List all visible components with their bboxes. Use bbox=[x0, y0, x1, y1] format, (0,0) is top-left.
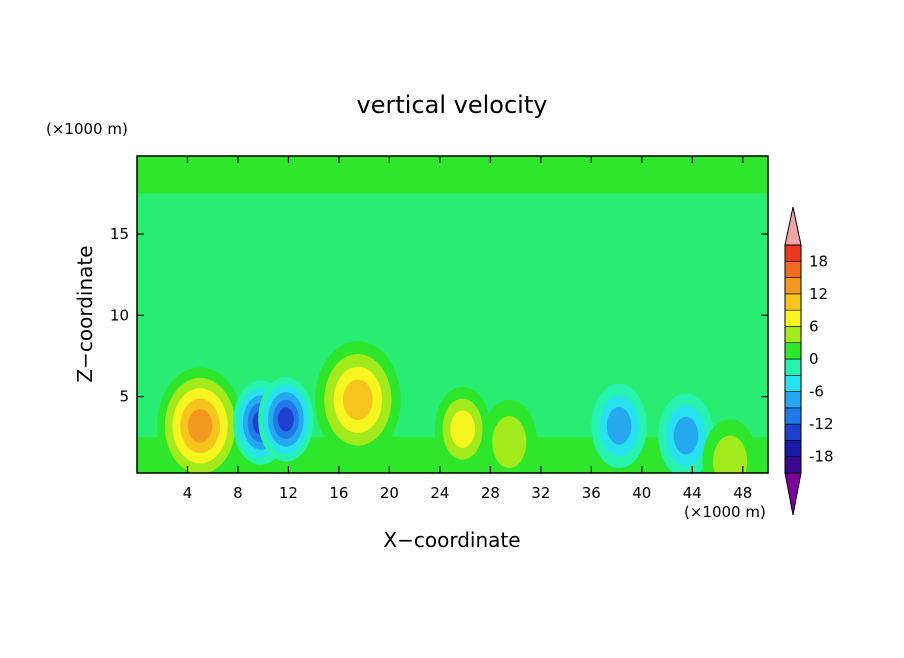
colorbar-tick-label: -6 bbox=[809, 383, 824, 401]
colorbar-min-arrow bbox=[784, 472, 802, 516]
contour-level bbox=[492, 416, 527, 469]
colorbar-swatch bbox=[784, 391, 802, 409]
contour-feature bbox=[591, 383, 647, 469]
x-tick-label: 24 bbox=[430, 484, 449, 502]
x-tick-label: 8 bbox=[233, 484, 243, 502]
colorbar-swatch bbox=[784, 244, 802, 262]
y-tick-label: 15 bbox=[110, 225, 129, 243]
x-tick-label: 40 bbox=[632, 484, 651, 502]
contour-level bbox=[277, 407, 294, 432]
x-tick-label: 36 bbox=[582, 484, 601, 502]
colorbar-swatch bbox=[784, 293, 802, 311]
colorbar-swatch bbox=[784, 440, 802, 458]
contour-level bbox=[673, 416, 699, 455]
colorbar-swatch bbox=[784, 309, 802, 327]
contour-feature bbox=[258, 377, 314, 462]
colorbar-max-arrow bbox=[784, 206, 802, 246]
contour-feature bbox=[481, 399, 538, 473]
x-tick-label: 4 bbox=[183, 484, 193, 502]
x-axis-label: X−coordinate bbox=[383, 528, 520, 552]
x-tick-label: 12 bbox=[279, 484, 298, 502]
colorbar-tick-label: 12 bbox=[809, 285, 828, 303]
colorbar-tick-label: 0 bbox=[809, 350, 819, 368]
contour-level bbox=[450, 410, 475, 448]
x-tick-label: 44 bbox=[683, 484, 702, 502]
y-axis-label: Z−coordinate bbox=[73, 245, 97, 382]
contour-feature bbox=[658, 393, 714, 473]
plot-frame bbox=[136, 155, 769, 474]
contour-level bbox=[713, 435, 748, 473]
colorbar-swatch bbox=[784, 326, 802, 344]
x-tick-label: 48 bbox=[733, 484, 752, 502]
x-tick-label: 32 bbox=[531, 484, 550, 502]
y-tick-label: 10 bbox=[110, 306, 129, 324]
contour-field bbox=[137, 156, 768, 473]
contour-feature bbox=[314, 341, 401, 459]
contour-level bbox=[342, 379, 373, 421]
colorbar-tick-label: -18 bbox=[809, 448, 834, 466]
colorbar-swatch bbox=[784, 277, 802, 295]
chart-title: vertical velocity bbox=[357, 91, 548, 119]
colorbar-tick-label: 6 bbox=[809, 317, 819, 335]
colorbar-swatch bbox=[784, 423, 802, 441]
contour-feature bbox=[157, 367, 243, 473]
colorbar-tick-label: 18 bbox=[809, 252, 828, 270]
colorbar: 18 12 6 0 -6 -12 -18 bbox=[784, 206, 834, 516]
colorbar-swatch bbox=[784, 407, 802, 425]
x-tick-label: 16 bbox=[329, 484, 348, 502]
x-unit-label: (×1000 m) bbox=[684, 503, 766, 521]
colorbar-swatch bbox=[784, 456, 802, 474]
y-unit-label: (×1000 m) bbox=[46, 120, 128, 138]
colorbar-swatch bbox=[784, 342, 802, 360]
x-tick-label: 28 bbox=[481, 484, 500, 502]
x-axis: 4 8 12 16 20 24 28 32 36 40 44 48 bbox=[183, 156, 752, 502]
colorbar-swatch bbox=[784, 358, 802, 376]
contour-level bbox=[606, 407, 632, 445]
y-axis: 5 10 15 bbox=[110, 225, 768, 406]
contour-feature bbox=[434, 386, 491, 472]
y-tick-label: 5 bbox=[119, 388, 129, 406]
colorbar-swatch bbox=[784, 374, 802, 392]
colorbar-swatch bbox=[784, 260, 802, 278]
x-tick-label: 20 bbox=[380, 484, 399, 502]
colorbar-tick-label: -12 bbox=[809, 415, 834, 433]
contour-feature bbox=[702, 419, 758, 473]
contour-level bbox=[187, 409, 213, 443]
